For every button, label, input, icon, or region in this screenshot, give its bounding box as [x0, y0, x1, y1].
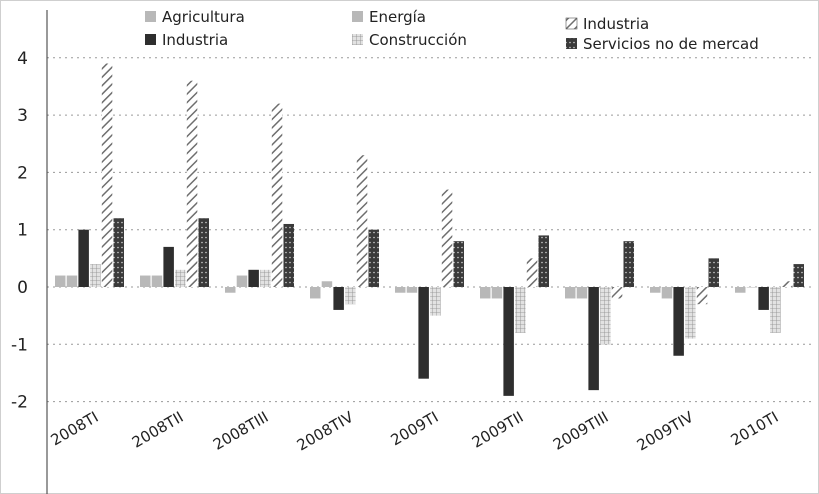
legend-item: Energía	[352, 8, 426, 26]
bar-2008TIII-series-3	[248, 269, 259, 287]
x-tick-label: 2009TIV	[634, 408, 697, 455]
bar-2008TII-series-2	[151, 275, 163, 287]
bar-2009TII-series-4	[515, 287, 526, 333]
bar-2008TI-series-1	[55, 275, 66, 287]
legend-label: Industria	[162, 31, 228, 49]
bar-2009TIV-series-6	[708, 258, 719, 287]
bar-2009TIII-series-1	[565, 287, 576, 299]
bar-2009TIII-series-2	[576, 287, 588, 299]
legend-item: Industria	[565, 15, 649, 33]
bar-2008TII-series-1	[140, 275, 151, 287]
bar-2009TII-series-6	[538, 235, 549, 287]
bar-2008TIV-series-2	[321, 281, 333, 287]
bar-2008TII-series-3	[163, 246, 174, 287]
bar-2008TI-series-2	[66, 275, 78, 287]
bar-2008TI-series-5	[101, 63, 113, 287]
bar-2009TI-series-6	[453, 241, 464, 287]
y-tick-label: 4	[17, 49, 28, 69]
bar-2010TI-series-2	[746, 287, 758, 288]
y-tick-label: 1	[17, 221, 28, 241]
bar-2008TII-series-6	[198, 218, 209, 287]
bar-2010TI-series-3	[758, 287, 769, 310]
legend-item: Servicios no de mercad	[566, 35, 759, 53]
x-tick-label: 2010TI	[728, 408, 782, 449]
bar-2008TIV-series-3	[333, 287, 344, 310]
bar-2010TI-series-4	[770, 287, 781, 333]
x-tick-label: 2009TI	[388, 408, 442, 449]
legend-label: Construcción	[369, 31, 467, 49]
y-tick-label: 0	[17, 278, 28, 298]
bar-2009TI-series-5	[441, 189, 453, 287]
bar-2009TIV-series-2	[661, 287, 673, 299]
legend-swatch	[352, 11, 363, 22]
bar-2009TIV-series-3	[673, 287, 684, 356]
bar-2009TI-series-1	[395, 287, 406, 293]
bar-2010TI-series-6	[793, 264, 804, 287]
bar-2009TI-series-4	[430, 287, 441, 316]
x-tick-label: 2009TII	[469, 408, 527, 452]
bar-2009TIII-series-6	[623, 241, 634, 287]
x-tick-label: 2009TIII	[550, 408, 611, 454]
bar-2009TIII-series-5	[611, 287, 623, 299]
bar-2008TIV-series-6	[368, 229, 379, 287]
bar-2008TIII-series-5	[271, 103, 283, 287]
legend-label: Industria	[583, 15, 649, 33]
y-tick-label: 2	[17, 163, 28, 183]
bar-2009TIV-series-1	[650, 287, 661, 293]
bar-2009TII-series-2	[491, 287, 503, 299]
x-axis-labels: 2008TI 2008TII 2008TIII 2008TIV 2009TI 2009TI…	[48, 408, 782, 455]
bar-2008TI-series-3	[78, 229, 89, 287]
bar-2010TI-series-1	[735, 287, 746, 293]
bar-2009TII-series-1	[480, 287, 491, 299]
legend-label: Energía	[369, 8, 426, 26]
bar-2009TIII-series-4	[600, 287, 611, 345]
bar-2009TI-series-2	[406, 287, 418, 293]
legend-swatch	[352, 34, 363, 45]
x-tick-label: 2008TIV	[294, 408, 357, 455]
bar-2008TII-series-4	[175, 269, 186, 287]
x-tick-label: 2008TII	[129, 408, 187, 452]
legend: Agricultura Energía Industria Construcción I…	[145, 8, 759, 53]
bar-2009TIII-series-3	[588, 287, 599, 391]
bar-2008TI-series-6	[113, 218, 124, 287]
legend-swatch	[145, 34, 156, 45]
legend-label: Agricultura	[162, 8, 245, 26]
bar-2009TIV-series-5	[696, 287, 708, 305]
legend-swatch	[145, 11, 156, 22]
bar-2008TI-series-4	[90, 264, 101, 287]
y-tick-label: -2	[11, 393, 28, 413]
y-axis: -2 -1 0 1 2 3 4	[11, 10, 48, 494]
bars	[55, 63, 804, 396]
bar-2008TIV-series-1	[310, 287, 321, 299]
bar-2008TIV-series-5	[356, 155, 368, 287]
legend-item: Industria	[145, 31, 228, 49]
bar-2008TIII-series-4	[260, 269, 271, 287]
x-tick-label: 2008TIII	[210, 408, 271, 454]
y-tick-label: 3	[17, 106, 28, 126]
bar-2008TIV-series-4	[345, 287, 356, 305]
bar-2009TII-series-3	[503, 287, 514, 396]
bar-2009TI-series-3	[418, 287, 429, 379]
gridlines	[47, 57, 812, 403]
legend-swatch	[566, 38, 577, 49]
bar-2008TIII-series-1	[225, 287, 236, 293]
bar-2009TII-series-5	[526, 258, 538, 287]
bar-2009TIV-series-4	[685, 287, 696, 339]
legend-swatch	[565, 17, 578, 30]
bar-2008TIII-series-2	[236, 275, 248, 287]
bar-2008TIII-series-6	[283, 223, 294, 287]
legend-label: Servicios no de mercad	[583, 35, 759, 53]
bar-2008TII-series-5	[186, 80, 198, 287]
bar-2010TI-series-5	[781, 281, 793, 287]
y-tick-label: -1	[11, 335, 28, 355]
x-tick-label: 2008TI	[48, 408, 102, 449]
legend-item: Agricultura	[145, 8, 245, 26]
legend-item: Construcción	[352, 31, 467, 49]
